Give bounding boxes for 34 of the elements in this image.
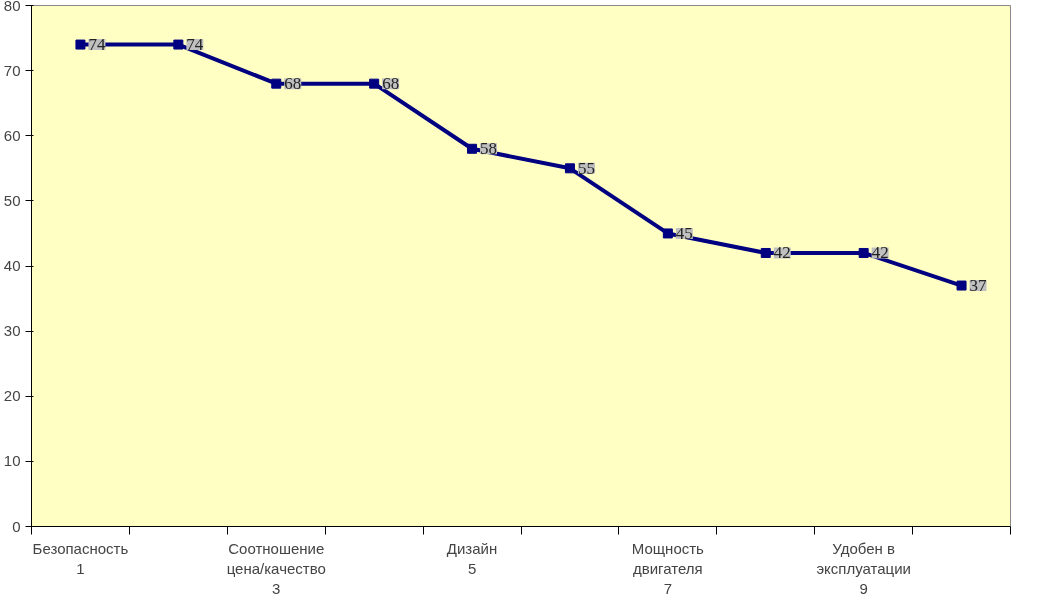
point bbox=[760, 247, 771, 258]
data-label: 55 bbox=[577, 158, 595, 178]
y-tick-label: 0 bbox=[12, 517, 21, 535]
data-label: 74 bbox=[186, 35, 204, 55]
y-tick-label: 30 bbox=[3, 322, 21, 340]
data-label: 42 bbox=[871, 243, 889, 263]
data-label: 68 bbox=[284, 74, 302, 94]
point bbox=[75, 39, 86, 50]
data-label: 45 bbox=[675, 223, 693, 243]
y-tick-label: 50 bbox=[3, 191, 21, 209]
point bbox=[467, 143, 478, 154]
point bbox=[271, 78, 282, 89]
point bbox=[173, 39, 184, 50]
point bbox=[956, 280, 967, 291]
data-label: 58 bbox=[480, 139, 498, 159]
x-tick-label: Безопасность 1 bbox=[32, 539, 129, 577]
y-tick-label: 20 bbox=[3, 387, 21, 405]
y-tick-label: 60 bbox=[3, 126, 21, 144]
data-label: 68 bbox=[382, 74, 400, 94]
data-label: 74 bbox=[88, 35, 106, 55]
x-tick-label: Дизайн 5 bbox=[446, 539, 498, 577]
x-tick-label: Соотношение цена/качество 3 bbox=[226, 539, 326, 598]
point bbox=[369, 78, 380, 89]
point bbox=[662, 228, 673, 239]
x-tick-label: Удобен в эксплуатации 9 bbox=[816, 539, 911, 598]
data-label: 37 bbox=[969, 276, 988, 296]
y-tick-label: 10 bbox=[3, 452, 21, 470]
y-tick-label: 80 bbox=[3, 0, 21, 14]
point bbox=[858, 247, 869, 258]
point bbox=[564, 163, 575, 174]
data-label: 42 bbox=[773, 243, 791, 263]
y-tick-label: 40 bbox=[3, 257, 21, 274]
y-tick-label: 70 bbox=[3, 61, 21, 79]
x-tick-label: Мощность двигателя 7 bbox=[631, 539, 705, 598]
